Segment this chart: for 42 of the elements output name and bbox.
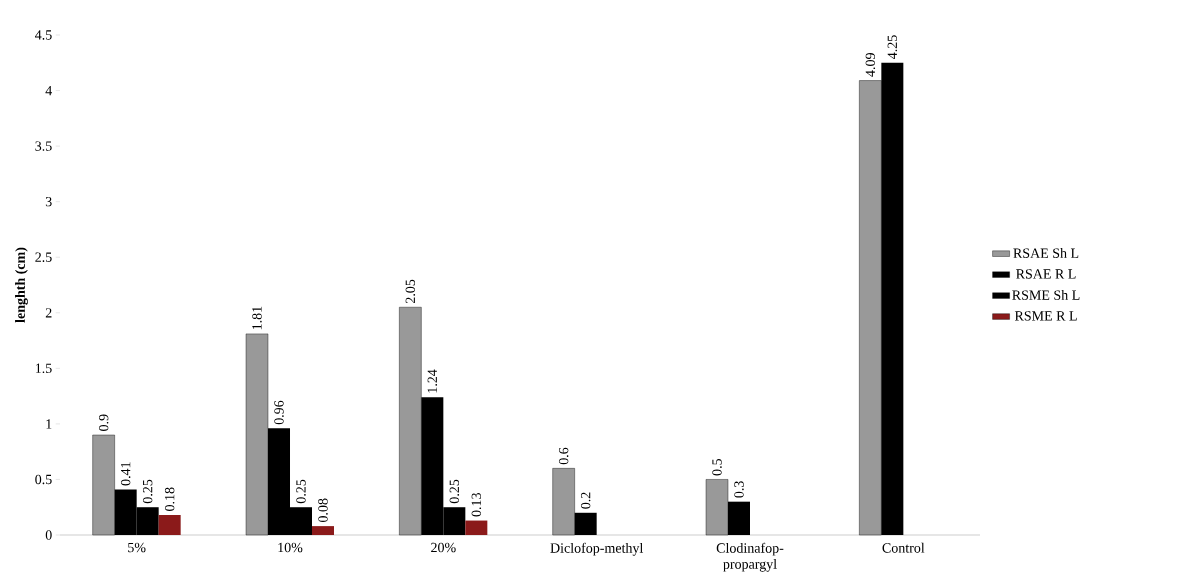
bar xyxy=(465,520,488,535)
data-label: 0.5 xyxy=(712,458,722,476)
data-label: 0.25 xyxy=(142,479,153,504)
data-label: 0.13 xyxy=(471,493,482,517)
data-label: 2.05 xyxy=(405,279,416,304)
x-tick-label: Diclofop-methyl xyxy=(550,542,644,556)
y-tick-label: 4 xyxy=(45,85,53,96)
data-label: 0.25 xyxy=(296,479,306,504)
data-label: 0.9 xyxy=(98,414,109,431)
x-tick-label: Clodinafop-propargyl xyxy=(716,542,784,572)
legend-label: RSME Sh L xyxy=(1012,289,1080,300)
y-tick-label: 0 xyxy=(45,530,52,540)
x-tick-label: 10% xyxy=(278,542,303,553)
y-axis-title: lenghth (cm) xyxy=(15,247,28,323)
y-tick-label: 1.5 xyxy=(35,363,52,374)
y-tick-label: 0.5 xyxy=(35,474,52,485)
bar xyxy=(158,515,181,535)
data-label: 0.3 xyxy=(734,481,744,498)
y-tick-label: 2.5 xyxy=(35,252,52,262)
data-label: 0.25 xyxy=(449,479,460,504)
y-tick-label: 4.5 xyxy=(35,30,52,40)
data-label: 0.08 xyxy=(318,498,328,523)
data-label: 4.25 xyxy=(887,35,898,59)
data-label: 0.41 xyxy=(120,462,131,486)
y-tick-label: 3.5 xyxy=(35,141,52,151)
x-tick-label: 20% xyxy=(431,542,456,553)
data-label: 0.96 xyxy=(274,400,284,425)
x-tick-label: Control xyxy=(882,542,925,553)
data-label: 0.2 xyxy=(580,492,591,509)
y-tick-label: 1 xyxy=(46,419,52,429)
x-tick-label: 5% xyxy=(128,542,146,553)
data-label: 1.81 xyxy=(252,306,262,330)
data-label: 0.6 xyxy=(558,447,569,465)
data-label: 4.09 xyxy=(865,53,876,77)
data-label: 1.24 xyxy=(427,369,438,393)
data-label: 0.18 xyxy=(164,487,175,511)
legend-label: RSME R L xyxy=(1014,311,1077,321)
bar xyxy=(312,526,334,535)
legend-label: RSAE Sh L xyxy=(1013,248,1079,258)
y-tick-label: 3 xyxy=(45,196,52,207)
legend-label: RSAE R L xyxy=(1016,269,1076,279)
y-tick-label: 2 xyxy=(45,308,52,318)
